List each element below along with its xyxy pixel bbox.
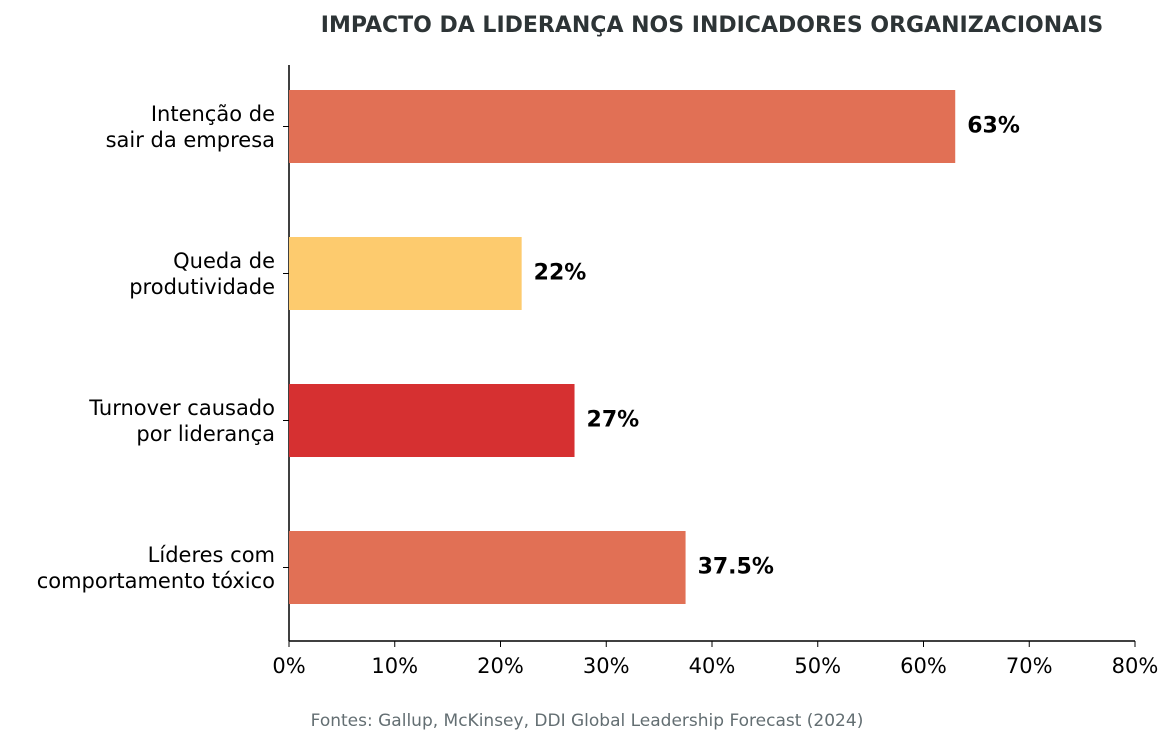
bar [289,531,686,604]
x-tick-label: 80% [1112,654,1159,678]
x-tick-label: 30% [583,654,630,678]
y-tick-label: Intenção de sair da empresa [105,101,275,152]
y-tick-label: Líderes com comportamento tóxico [36,542,275,593]
y-tick-label: Turnover causado por liderança [89,395,275,446]
chart-title: IMPACTO DA LIDERANÇA NOS INDICADORES ORG… [321,13,1103,38]
value-label: 37.5% [698,555,774,580]
y-tick-label: Queda de produtividade [129,248,275,299]
value-label: 27% [587,408,640,433]
x-tick-label: 10% [371,654,418,678]
bar [289,90,956,163]
value-label: 22% [534,261,587,286]
x-tick-label: 40% [689,654,736,678]
x-tick-label: 60% [900,654,947,678]
x-tick-label: 50% [794,654,841,678]
x-tick-label: 70% [1006,654,1053,678]
source-note: Fontes: Gallup, McKinsey, DDI Global Lea… [311,711,864,731]
value-label: 63% [967,114,1020,139]
x-tick-label: 20% [477,654,524,678]
bar [289,384,575,457]
x-tick-label: 0% [272,654,305,678]
bar [289,237,522,310]
